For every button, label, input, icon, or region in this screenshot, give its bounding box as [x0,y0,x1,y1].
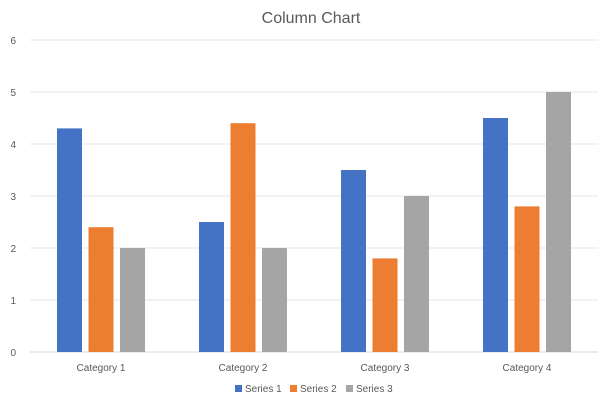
x-tick-label: Category 3 [361,363,410,374]
x-tick-label: Category 4 [503,363,552,374]
bar-series-1-category-3 [341,170,366,352]
bar-series-1-category-2 [199,222,224,352]
legend-swatch [290,385,297,392]
bar-series-3-category-2 [262,248,287,352]
bar-series-2-category-1 [88,227,114,352]
bar-series-1-category-4 [483,118,508,352]
legend-label: Series 2 [300,384,337,395]
legend-swatch [346,385,353,392]
y-tick-label: 1 [10,296,16,307]
bar-series-3-category-4 [546,92,571,352]
bar-series-3-category-3 [404,196,429,352]
legend-label: Series 3 [356,384,393,395]
y-tick-label: 6 [10,36,16,47]
bar-series-1-category-1 [57,128,82,352]
bar-series-2-category-2 [230,123,256,352]
y-tick-label: 4 [10,140,16,151]
y-tick-label: 5 [10,88,16,99]
bar-series-2-category-4 [514,206,540,352]
bar-series-3-category-1 [120,248,145,352]
y-tick-label: 0 [10,348,16,359]
chart-title: Column Chart [262,10,361,27]
y-tick-label: 3 [10,192,16,203]
legend-swatch [235,385,242,392]
y-tick-label: 2 [10,244,16,255]
bar-series-2-category-3 [372,258,398,352]
legend-label: Series 1 [245,384,282,395]
x-tick-label: Category 1 [77,363,126,374]
x-tick-label: Category 2 [219,363,268,374]
